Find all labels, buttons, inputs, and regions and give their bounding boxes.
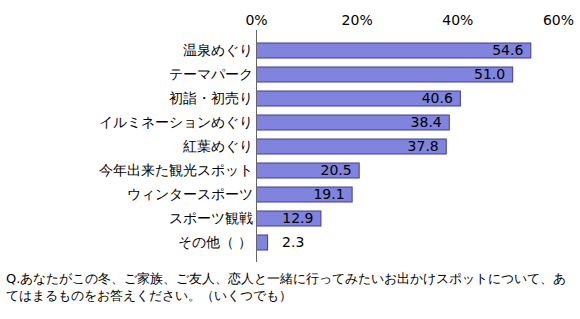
svg-text:テーマパーク: テーマパーク: [169, 66, 253, 82]
svg-text:37.8: 37.8: [408, 138, 439, 154]
svg-text:40.6: 40.6: [422, 90, 453, 106]
svg-text:イルミネーションめぐり: イルミネーションめぐり: [99, 114, 253, 130]
svg-text:初詣・初売り: 初詣・初売り: [169, 90, 253, 106]
svg-text:54.6: 54.6: [492, 42, 523, 58]
svg-text:0%: 0%: [245, 12, 267, 28]
svg-text:40%: 40%: [442, 12, 473, 28]
svg-text:51.0: 51.0: [474, 66, 505, 82]
svg-text:38.4: 38.4: [411, 114, 442, 130]
svg-text:ウィンタースポーツ: ウィンタースポーツ: [127, 186, 253, 202]
svg-text:紅葉めぐり: 紅葉めぐり: [183, 138, 253, 154]
svg-text:20.5: 20.5: [321, 162, 352, 178]
svg-text:20%: 20%: [342, 12, 373, 28]
svg-text:12.9: 12.9: [282, 210, 313, 226]
svg-text:その他（ ）: その他（ ）: [178, 234, 252, 250]
svg-text:温泉めぐり: 温泉めぐり: [183, 42, 253, 58]
svg-text:19.1: 19.1: [313, 186, 344, 202]
svg-text:60%: 60%: [543, 12, 574, 28]
svg-text:2.3: 2.3: [282, 234, 304, 250]
svg-text:今年出来た観光スポット: 今年出来た観光スポット: [99, 162, 253, 178]
svg-text:スポーツ観戦: スポーツ観戦: [169, 210, 253, 226]
html-text:Q.あなたがこの冬、ご家族、ご友人、恋人と一緒に行ってみたい: Q.あなたがこの冬、ご家族、ご友人、恋人と一緒に行ってみたいお出かけスポットにつ…: [6, 271, 567, 303]
